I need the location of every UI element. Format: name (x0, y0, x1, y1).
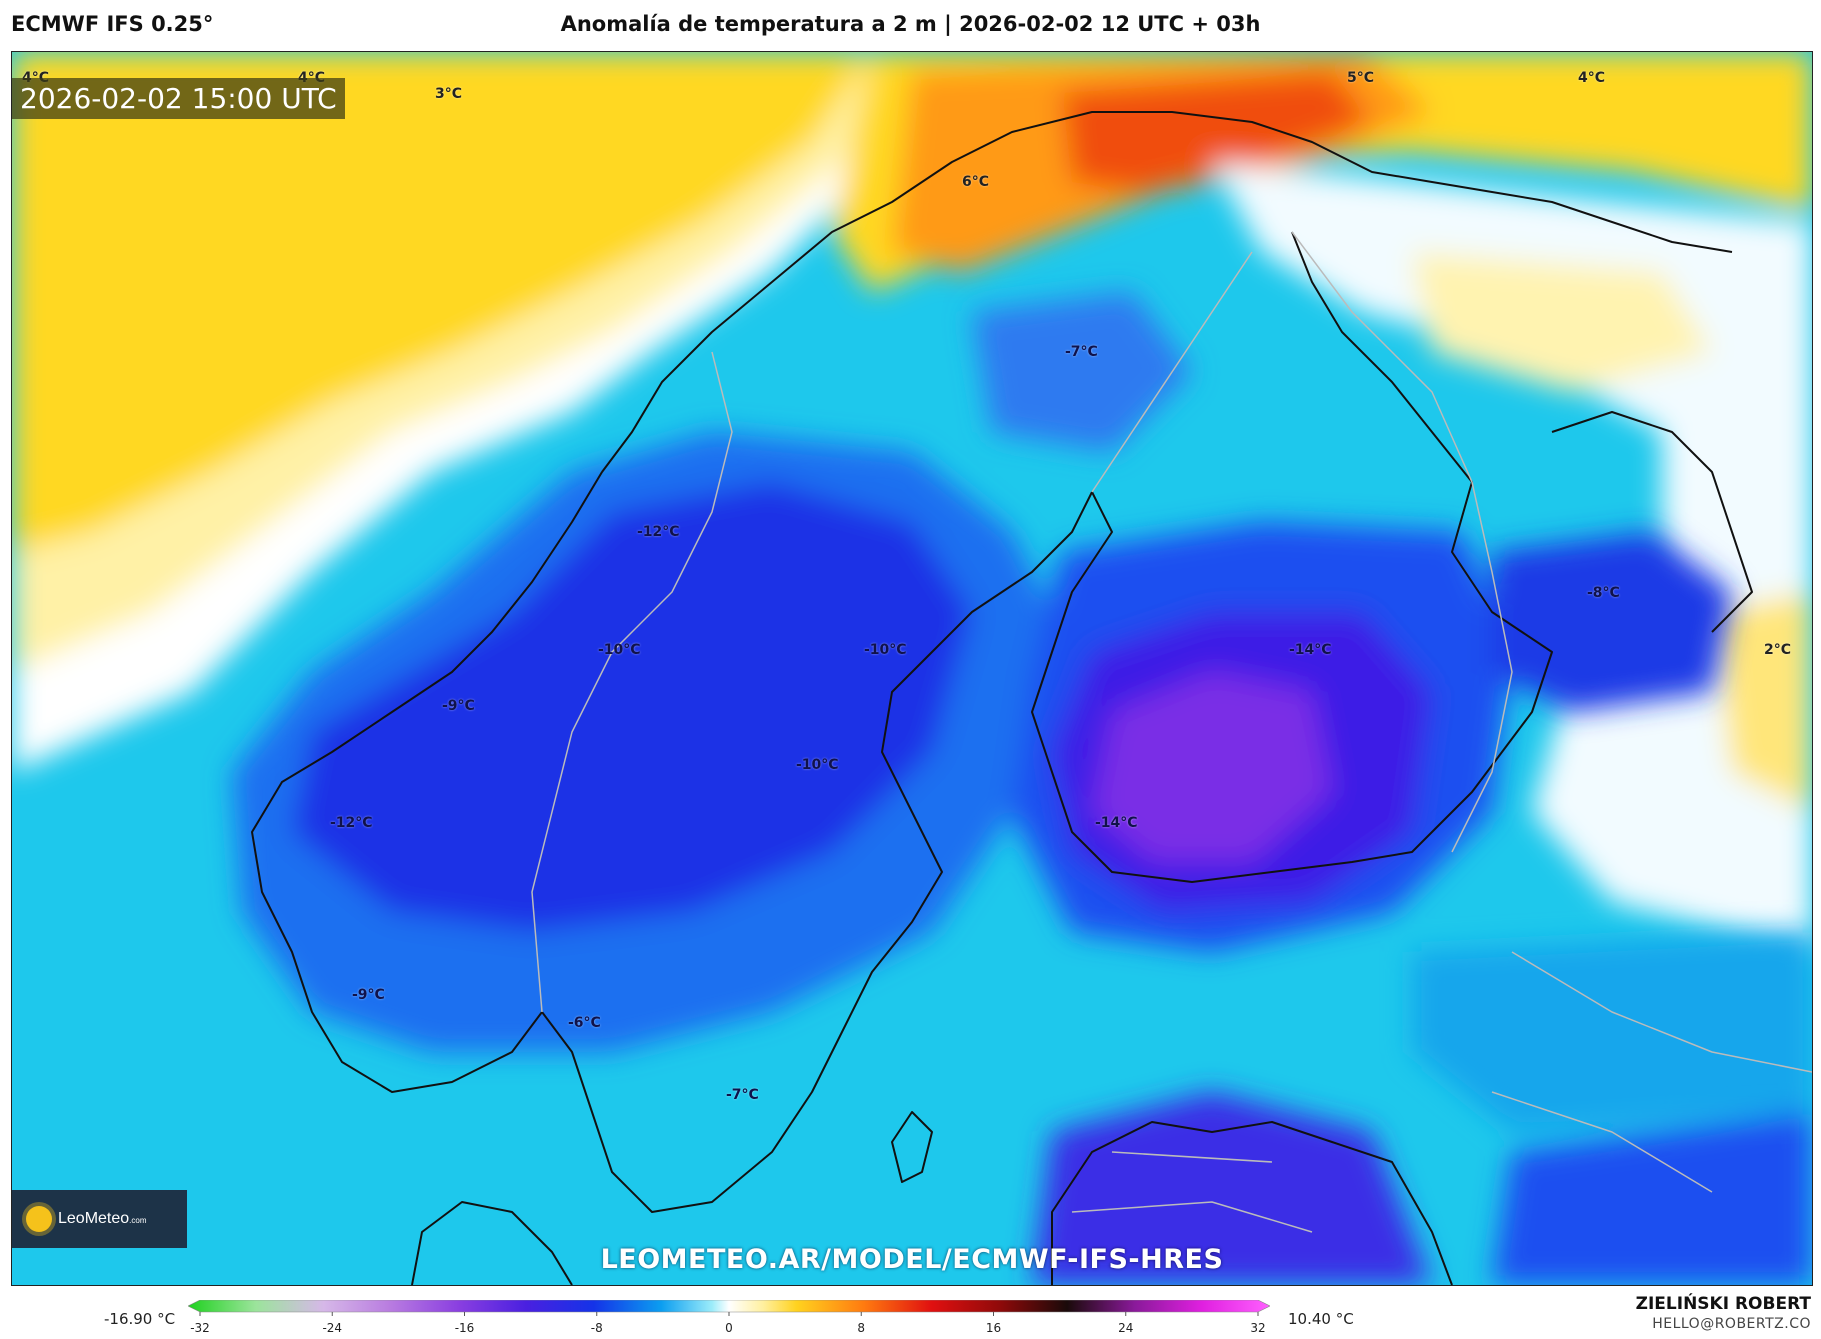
cold-zone-finland-core (1092, 672, 1332, 862)
cold-zone-lapland (972, 292, 1192, 452)
colorbar-tick-label: -24 (322, 1321, 342, 1335)
coastline-white-sea (1551, 411, 1753, 633)
coastline-norway (251, 111, 1733, 1093)
author-name: ZIELIŃSKI ROBERT (1635, 1294, 1811, 1314)
coastline-baltic (1051, 1121, 1453, 1285)
colorbar-tick-label: 24 (1118, 1321, 1133, 1335)
legend: -16.90 °C -32 -24 -16 -8 0 8 16 24 32 10.40 °C Z… (0, 1286, 1821, 1339)
warm-zone-north-red (1062, 72, 1372, 192)
logo-name: LeoMeteo (58, 1210, 130, 1227)
island-gotland (891, 1111, 933, 1183)
temperature-label: -9°C (442, 698, 475, 714)
temperature-label: -14°C (1095, 815, 1138, 831)
colorbar-ticks: -32 -24 -16 -8 0 8 16 24 32 (190, 1312, 1266, 1335)
logo-suffix: .com (129, 1216, 147, 1225)
cold-zone-scandinavia-deep (292, 482, 972, 932)
borders (531, 231, 1812, 1233)
cold-zone-russia-east (1492, 532, 1732, 712)
east-yellow-south (1712, 592, 1812, 812)
temperature-label: 3°C (435, 86, 463, 102)
leometeo-logo[interactable]: LeoMeteo.com (12, 1190, 187, 1248)
border-norway-sweden (531, 351, 733, 1013)
coastlines (251, 111, 1753, 1285)
colorbar-tick-label: 16 (986, 1321, 1001, 1335)
map-panel[interactable]: 4°C4°C3°C5°C4°C6°C-7°C-12°C-10°C-10°C-8°… (11, 51, 1813, 1286)
border-sweden-finland (1091, 251, 1253, 493)
cold-zone-east-mid (1412, 932, 1812, 1132)
map-title: Anomalía de temperatura a 2 m | 2026-02-… (560, 12, 1261, 36)
colorbar: -32 -24 -16 -8 0 8 16 24 32 (188, 1300, 1270, 1335)
border-baltics (1071, 1151, 1313, 1233)
temperature-label: -7°C (1065, 344, 1098, 360)
colorbar-tick-label: -16 (455, 1321, 475, 1335)
colorbar-bar (188, 1300, 1270, 1313)
cold-zone-baltic-south (1032, 1092, 1432, 1285)
colorbar-tick-label: 8 (857, 1321, 865, 1335)
legend-min-value: -16.90 °C (104, 1310, 176, 1328)
temperature-label: -10°C (796, 757, 839, 773)
cold-zone-southeast (1492, 1112, 1812, 1285)
temperature-label: 6°C (962, 174, 990, 190)
model-title: ECMWF IFS 0.25° (11, 12, 214, 36)
temperature-label: -12°C (330, 815, 373, 831)
temperature-anomaly-map[interactable] (12, 52, 1812, 1285)
colorbar-tick-label: 0 (725, 1321, 733, 1335)
border-finland-russia (1291, 231, 1513, 853)
temperature-label: -14°C (1289, 642, 1332, 658)
coastline-finland (1031, 231, 1553, 883)
temperature-label: -10°C (864, 642, 907, 658)
colorbar-tick-label: -8 (591, 1321, 603, 1335)
colorbar-tick-label: -32 (190, 1321, 210, 1335)
url-watermark: LEOMETEO.AR/MODEL/ECMWF-IFS-HRES (600, 1244, 1224, 1275)
valid-time-badge: 2026-02-02 15:00 UTC (12, 78, 345, 119)
temperature-label: -8°C (1587, 585, 1620, 601)
colorbar-tick-label: 32 (1250, 1321, 1265, 1335)
coastline-denmark (411, 1201, 573, 1285)
temperature-label: 5°C (1347, 70, 1375, 86)
border-russia-east (1491, 951, 1812, 1193)
east-yellow-patch (1412, 252, 1712, 392)
legend-max-value: 10.40 °C (1288, 1310, 1354, 1328)
temperature-label: -10°C (598, 642, 641, 658)
temperature-label: 2°C (1764, 642, 1792, 658)
temperature-label: -9°C (352, 987, 385, 1003)
logo-text: LeoMeteo.com (58, 1210, 147, 1228)
temperature-label: -12°C (637, 524, 680, 540)
temperature-label: -6°C (568, 1015, 601, 1031)
temperature-label: 4°C (1578, 70, 1606, 86)
coastline-sweden (541, 491, 1093, 1213)
warm-zone-west-yellow (12, 52, 872, 552)
temperature-label: -7°C (726, 1087, 759, 1103)
sun-icon (26, 1206, 52, 1232)
author-email[interactable]: HELLO@ROBERTZ.CO (1652, 1316, 1811, 1332)
